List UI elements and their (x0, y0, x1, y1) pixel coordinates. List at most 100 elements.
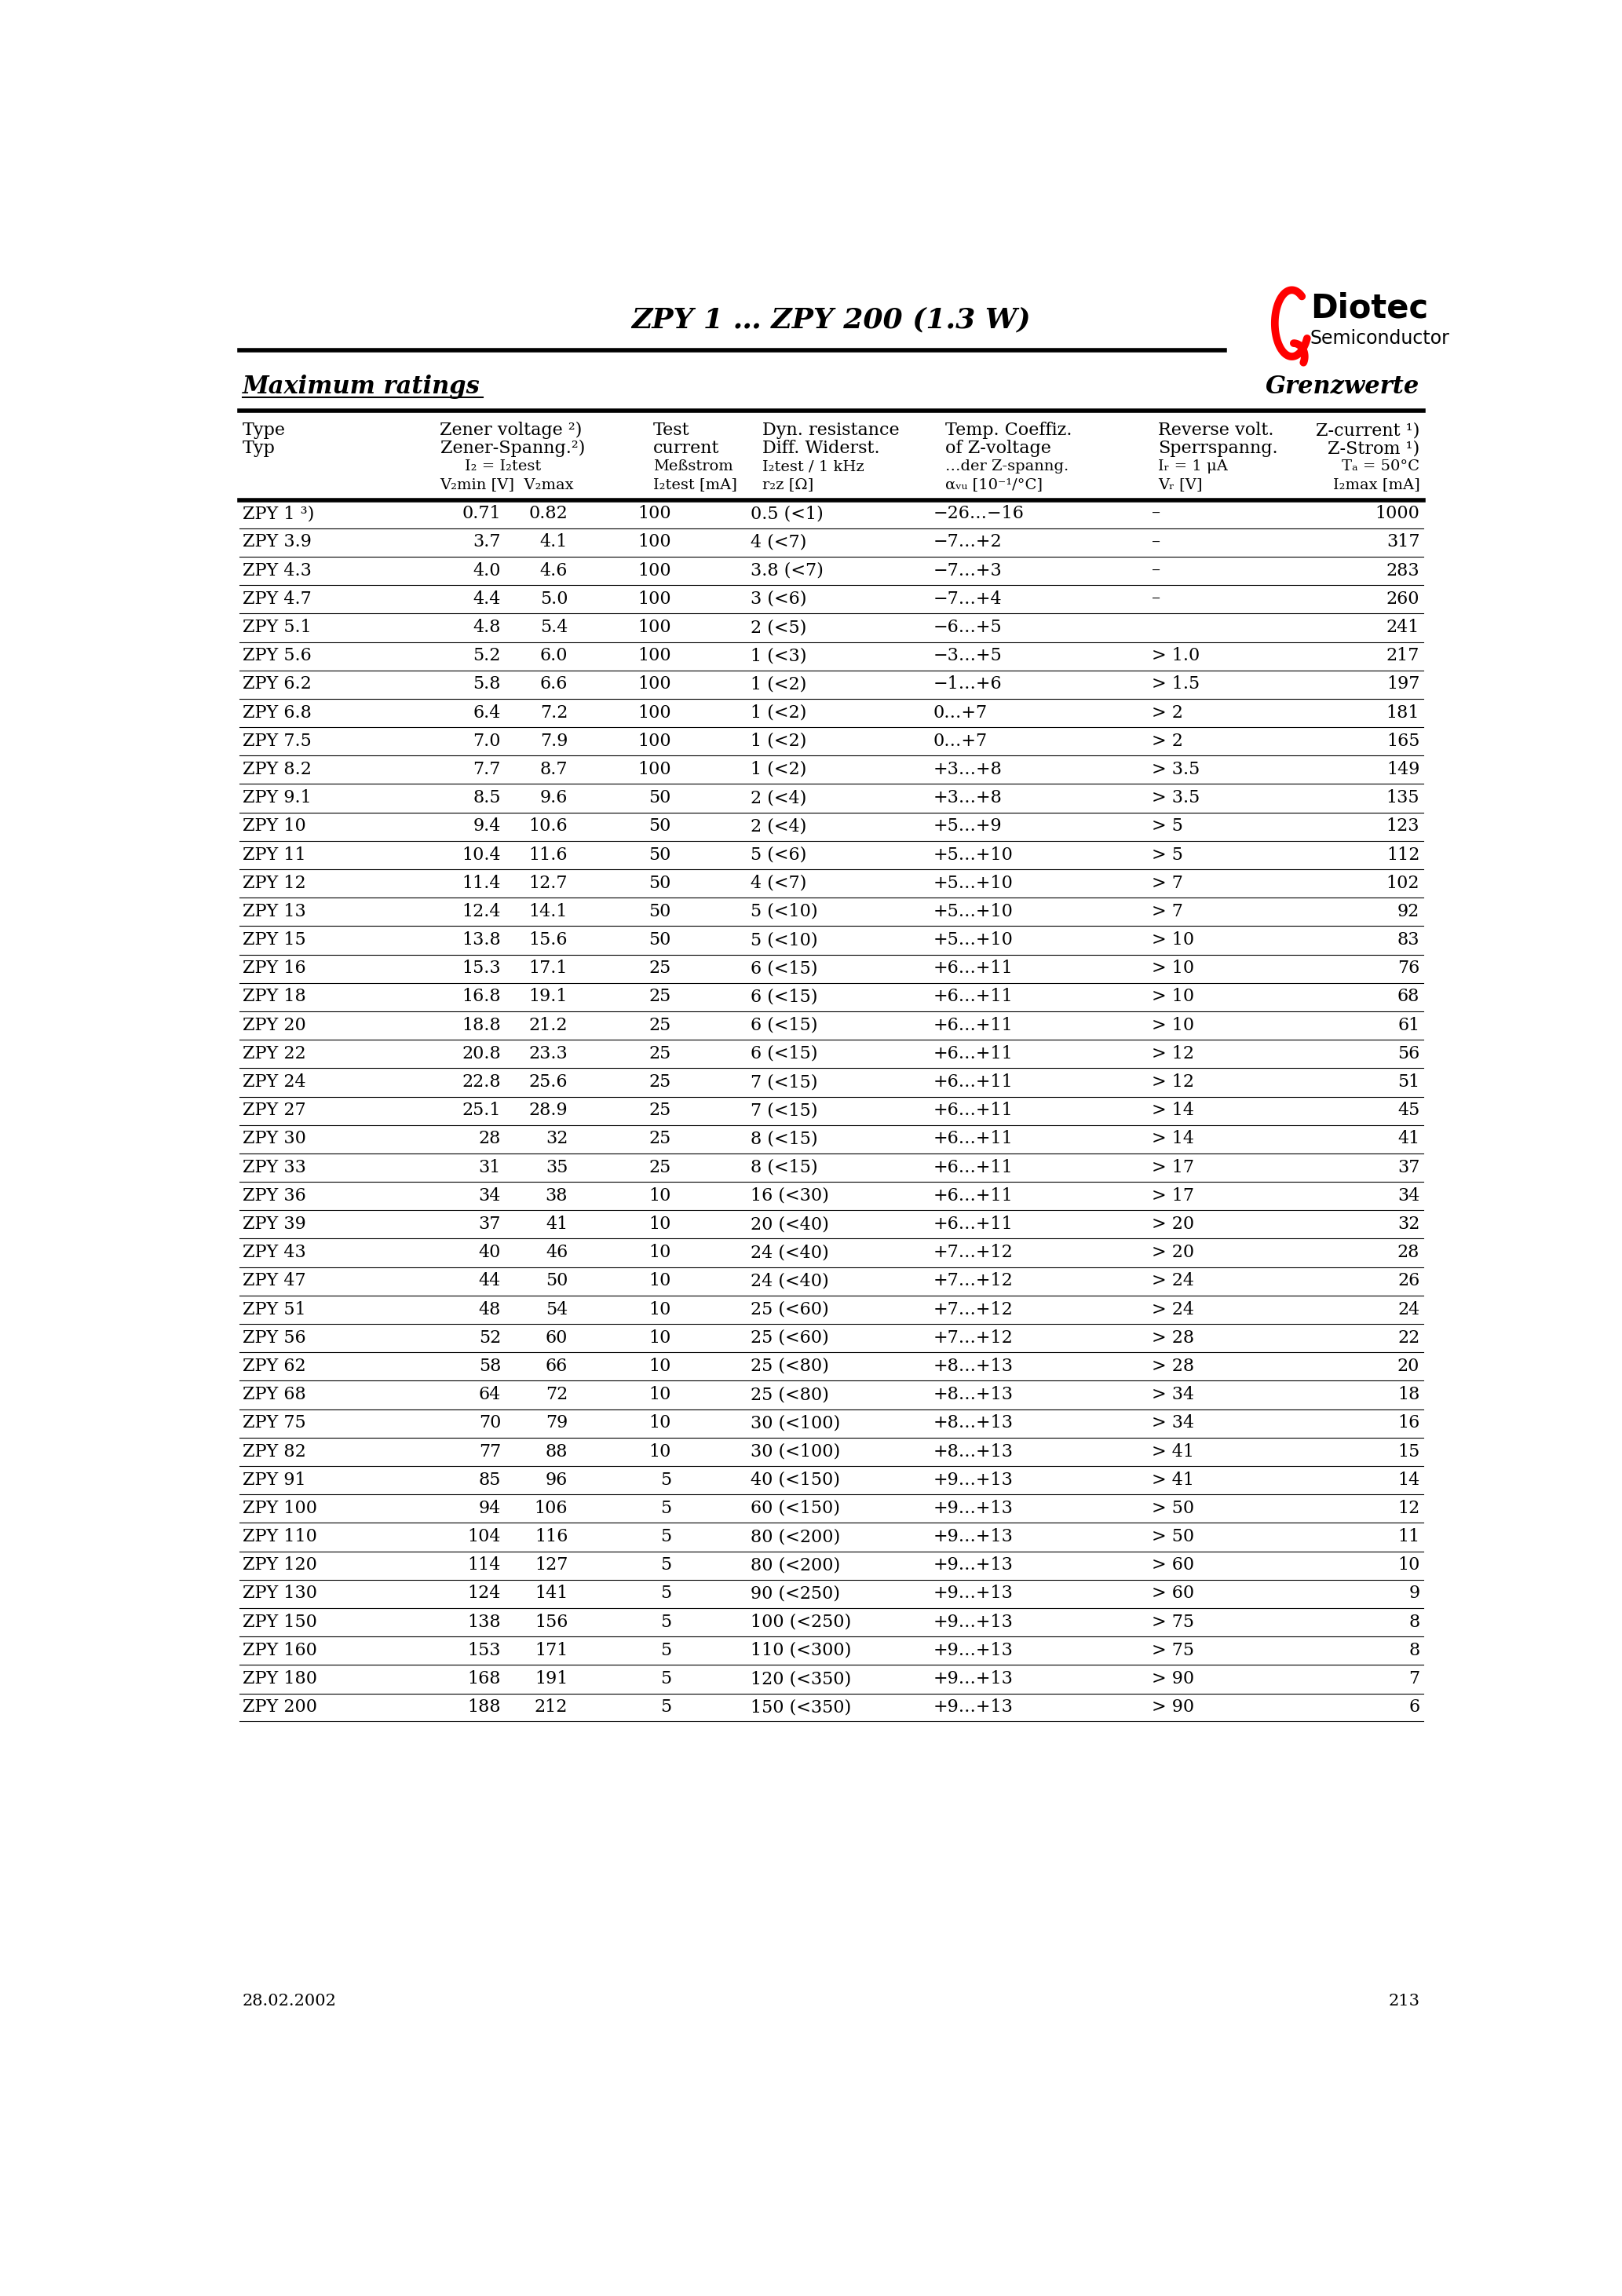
Text: 5.4: 5.4 (540, 620, 568, 636)
Text: 88: 88 (545, 1442, 568, 1460)
Text: Tₐ = 50°C: Tₐ = 50°C (1341, 459, 1419, 473)
Text: 90 (<250): 90 (<250) (751, 1584, 840, 1603)
Text: > 90: > 90 (1152, 1669, 1194, 1688)
Text: +5…+10: +5…+10 (933, 932, 1012, 948)
Text: ZPY 8.2: ZPY 8.2 (242, 760, 311, 778)
Text: Z-current ¹): Z-current ¹) (1315, 422, 1419, 439)
Text: +3…+8: +3…+8 (933, 790, 1002, 806)
Text: 141: 141 (535, 1584, 568, 1603)
Text: 50: 50 (649, 902, 672, 921)
Text: 6.6: 6.6 (540, 675, 568, 693)
Text: V₂min [V]  V₂max: V₂min [V] V₂max (440, 478, 574, 491)
Text: ZPY 1 … ZPY 200 (1.3 W): ZPY 1 … ZPY 200 (1.3 W) (631, 308, 1032, 333)
Text: 58: 58 (478, 1357, 501, 1375)
Text: 100: 100 (637, 620, 672, 636)
Text: 20.8: 20.8 (462, 1045, 501, 1063)
Text: 4 (<7): 4 (<7) (751, 875, 806, 891)
Text: I₂test / 1 kHz: I₂test / 1 kHz (762, 459, 865, 473)
Text: 15.3: 15.3 (462, 960, 501, 978)
Text: 50: 50 (649, 790, 672, 806)
Text: 283: 283 (1387, 563, 1419, 579)
Text: 8.5: 8.5 (474, 790, 501, 806)
Text: ZPY 4.7: ZPY 4.7 (242, 590, 311, 608)
Text: +7…+12: +7…+12 (933, 1329, 1012, 1345)
Text: > 14: > 14 (1152, 1130, 1194, 1148)
Text: 25 (<80): 25 (<80) (751, 1357, 829, 1375)
Text: −7…+2: −7…+2 (933, 533, 1002, 551)
Text: 7 (<15): 7 (<15) (751, 1102, 817, 1118)
Text: 135: 135 (1387, 790, 1419, 806)
Text: I₂ = I₂test: I₂ = I₂test (464, 459, 540, 473)
Text: 18: 18 (1398, 1387, 1419, 1403)
Text: ZPY 11: ZPY 11 (242, 847, 305, 863)
Text: 116: 116 (535, 1529, 568, 1545)
Text: ZPY 62: ZPY 62 (242, 1357, 305, 1375)
Text: > 24: > 24 (1152, 1302, 1194, 1318)
Text: r₂z [Ω]: r₂z [Ω] (762, 478, 814, 491)
Text: > 14: > 14 (1152, 1102, 1194, 1118)
Text: 96: 96 (545, 1472, 568, 1488)
Text: 9: 9 (1408, 1584, 1419, 1603)
Text: Dyn. resistance: Dyn. resistance (762, 422, 900, 439)
Text: 80 (<200): 80 (<200) (751, 1557, 840, 1573)
Text: 1000: 1000 (1375, 505, 1419, 523)
Text: ZPY 15: ZPY 15 (242, 932, 305, 948)
Text: 13.8: 13.8 (462, 932, 501, 948)
Text: –: – (1152, 590, 1161, 608)
Text: 25 (<60): 25 (<60) (751, 1302, 829, 1318)
Text: 213: 213 (1388, 1993, 1419, 2009)
Text: 30 (<100): 30 (<100) (751, 1414, 840, 1433)
Text: 104: 104 (467, 1529, 501, 1545)
Text: +6…+11: +6…+11 (933, 1102, 1012, 1118)
Text: 15.6: 15.6 (529, 932, 568, 948)
Text: 23.3: 23.3 (529, 1045, 568, 1063)
Text: 124: 124 (467, 1584, 501, 1603)
Text: 12: 12 (1398, 1499, 1419, 1518)
Text: 70: 70 (478, 1414, 501, 1433)
Text: +3…+8: +3…+8 (933, 760, 1002, 778)
Text: ZPY 20: ZPY 20 (242, 1017, 305, 1033)
Text: 28.02.2002: 28.02.2002 (242, 1993, 336, 2009)
Text: > 5: > 5 (1152, 817, 1182, 836)
Text: > 20: > 20 (1152, 1244, 1194, 1261)
Text: 100: 100 (637, 533, 672, 551)
Text: 61: 61 (1398, 1017, 1419, 1033)
Text: 25: 25 (649, 1017, 672, 1033)
Text: 22: 22 (1398, 1329, 1419, 1345)
Text: ZPY 6.2: ZPY 6.2 (242, 675, 311, 693)
Text: 5: 5 (660, 1499, 672, 1518)
Text: 127: 127 (535, 1557, 568, 1573)
Text: 5.8: 5.8 (474, 675, 501, 693)
Text: 50: 50 (649, 847, 672, 863)
Text: Maximum ratings: Maximum ratings (242, 374, 480, 400)
Text: ZPY 7.5: ZPY 7.5 (242, 732, 311, 751)
Text: 16 (<30): 16 (<30) (751, 1187, 829, 1205)
Text: ZPY 100: ZPY 100 (242, 1499, 316, 1518)
Text: > 7: > 7 (1152, 902, 1182, 921)
Text: 12.7: 12.7 (529, 875, 568, 891)
Text: 52: 52 (478, 1329, 501, 1345)
Text: ZPY 10: ZPY 10 (242, 817, 305, 836)
Text: 56: 56 (1398, 1045, 1419, 1063)
Text: 110 (<300): 110 (<300) (751, 1642, 852, 1660)
Text: 11: 11 (1398, 1529, 1419, 1545)
Text: 14.1: 14.1 (529, 902, 568, 921)
Text: −3…+5: −3…+5 (933, 647, 1002, 664)
Text: +9…+13: +9…+13 (933, 1614, 1012, 1630)
Text: ZPY 43: ZPY 43 (242, 1244, 305, 1261)
Text: 25 (<80): 25 (<80) (751, 1387, 829, 1403)
Text: 25: 25 (649, 1075, 672, 1091)
Text: 14: 14 (1398, 1472, 1419, 1488)
Text: ZPY 91: ZPY 91 (242, 1472, 305, 1488)
Text: +6…+11: +6…+11 (933, 1159, 1012, 1176)
Text: +9…+13: +9…+13 (933, 1584, 1012, 1603)
Text: 100: 100 (637, 732, 672, 751)
Text: –: – (1152, 533, 1161, 551)
Text: 4 (<7): 4 (<7) (751, 533, 806, 551)
Text: 18.8: 18.8 (462, 1017, 501, 1033)
Text: +6…+11: +6…+11 (933, 1215, 1012, 1233)
Text: 3.7: 3.7 (474, 533, 501, 551)
Text: +6…+11: +6…+11 (933, 1017, 1012, 1033)
Text: 41: 41 (1398, 1130, 1419, 1148)
Text: 241: 241 (1387, 620, 1419, 636)
